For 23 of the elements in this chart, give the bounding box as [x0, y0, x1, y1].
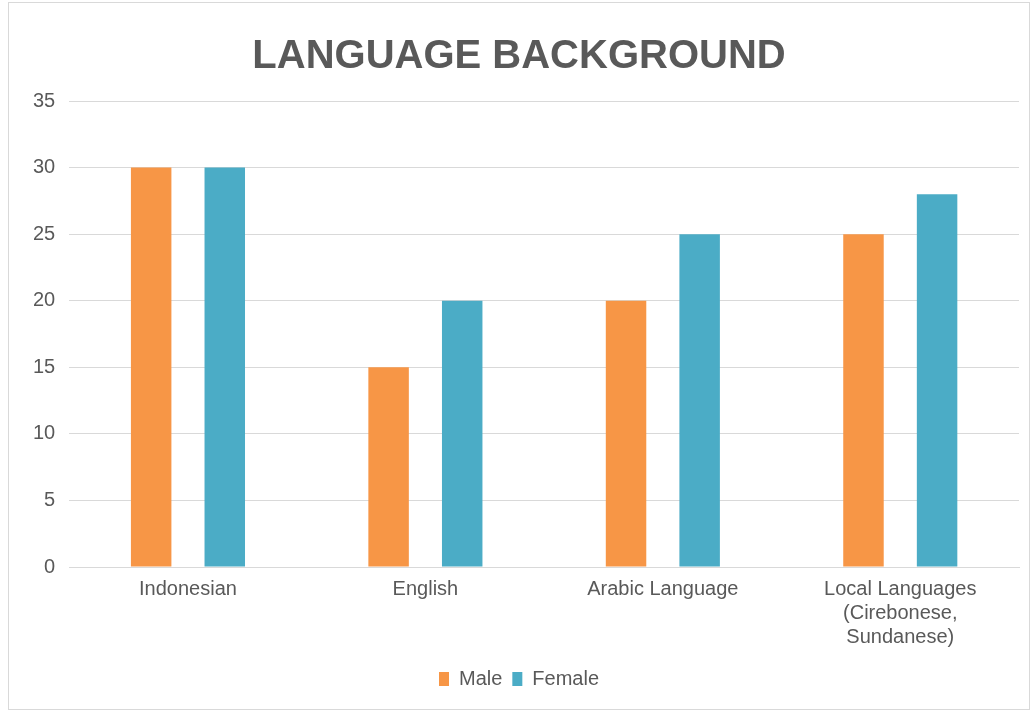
y-tick-label: 30 — [33, 155, 56, 178]
bar — [130, 167, 172, 567]
bar — [843, 234, 884, 567]
bar — [368, 367, 409, 567]
x-tick-label: Local Languages (Cirebonese, Sundanese) — [824, 576, 977, 647]
y-tick-label: 25 — [33, 221, 56, 244]
bar — [679, 234, 720, 567]
x-tick-label: Arabic Language — [587, 576, 739, 599]
bar — [916, 194, 958, 567]
legend-label: Male — [458, 666, 503, 689]
bar — [605, 300, 647, 567]
y-tick-label: 15 — [33, 354, 56, 377]
y-tick-label: 35 — [33, 88, 56, 111]
bar — [441, 300, 483, 567]
bar — [204, 167, 246, 567]
y-tick-label: 20 — [33, 288, 56, 311]
y-tick-label: 10 — [33, 421, 56, 444]
y-tick-label: 0 — [44, 554, 56, 577]
legend-label: Female — [532, 666, 600, 689]
x-tick-label: Indonesian — [139, 576, 237, 599]
x-tick-label: English — [392, 576, 459, 599]
y-tick-label: 5 — [44, 487, 56, 510]
chart-title: LANGUAGE BACKGROUND — [252, 32, 786, 77]
